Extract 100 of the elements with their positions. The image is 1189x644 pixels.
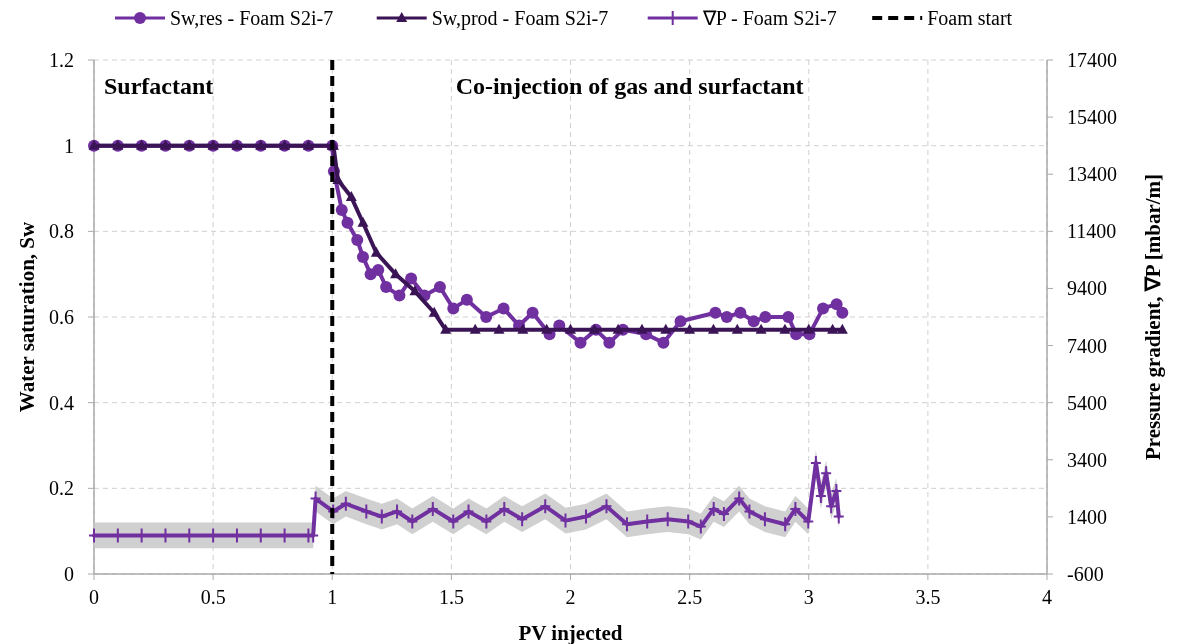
y2-tick-label: 13400 xyxy=(1067,163,1117,186)
point xyxy=(409,285,421,296)
point xyxy=(351,233,364,246)
point xyxy=(375,508,388,525)
point xyxy=(447,302,460,315)
y-tick-label: 0.8 xyxy=(49,220,74,243)
point xyxy=(460,293,473,306)
y-tick-label: 0 xyxy=(64,563,74,585)
point xyxy=(674,315,687,328)
point xyxy=(526,306,539,319)
y-tick-label: 1.2 xyxy=(49,49,74,71)
point xyxy=(707,500,720,517)
point xyxy=(356,251,369,264)
point xyxy=(497,302,510,315)
point xyxy=(517,323,529,334)
point xyxy=(747,315,760,328)
point xyxy=(341,216,354,229)
y2-tick-label: -600 xyxy=(1067,563,1104,585)
point xyxy=(600,498,613,515)
point xyxy=(743,503,756,520)
point xyxy=(620,516,633,533)
point xyxy=(426,500,439,517)
point xyxy=(469,323,481,334)
y2-tick-label: 7400 xyxy=(1067,334,1107,357)
point xyxy=(370,246,382,257)
point xyxy=(357,216,369,227)
point xyxy=(734,306,747,319)
point xyxy=(733,490,746,507)
point xyxy=(603,336,616,349)
point xyxy=(755,323,767,334)
point xyxy=(372,263,385,276)
point xyxy=(612,323,624,334)
point xyxy=(827,323,839,334)
legend-label: ∇P - Foam S2i-7 xyxy=(701,7,837,29)
point xyxy=(758,511,771,528)
point xyxy=(720,311,733,323)
point xyxy=(717,506,730,523)
point xyxy=(836,306,849,319)
x-tick-label: 3 xyxy=(803,586,814,608)
point xyxy=(836,323,848,334)
point xyxy=(574,336,587,349)
point xyxy=(779,323,791,334)
point xyxy=(335,203,348,216)
x-tick-label: 1.5 xyxy=(438,586,464,608)
y-axis-title: Water saturation, Sw xyxy=(15,220,39,413)
point xyxy=(779,516,792,533)
point xyxy=(684,323,696,334)
point xyxy=(694,518,707,535)
point xyxy=(406,513,419,530)
legend-label: Foam start xyxy=(927,7,1013,29)
y-tick-label: 1 xyxy=(64,134,74,157)
y-tick-label: 0.4 xyxy=(49,391,74,414)
point xyxy=(803,323,815,334)
point xyxy=(565,323,576,334)
x-tick-label: 2.5 xyxy=(677,586,703,608)
point xyxy=(516,511,529,528)
x-tick-label: 3.5 xyxy=(915,586,941,608)
point xyxy=(731,323,743,334)
point xyxy=(480,513,493,530)
point xyxy=(802,513,815,530)
x-tick-label: 4 xyxy=(1042,586,1052,608)
point xyxy=(462,503,475,520)
x-axis-title: PV injected xyxy=(518,621,623,644)
point xyxy=(480,311,493,323)
annotation: Co-injection of gas and surfactant xyxy=(455,73,804,99)
point xyxy=(541,323,553,334)
point xyxy=(709,306,722,319)
y2-axis-title: Pressure gradient, ∇P [mbar/m] xyxy=(1141,173,1165,461)
point xyxy=(817,302,830,315)
y2-tick-label: 9400 xyxy=(1067,277,1107,300)
y-tick-label: 0.2 xyxy=(49,477,74,500)
x-tick-label: 0.5 xyxy=(200,586,226,608)
y2-tick-label: 3400 xyxy=(1067,448,1107,471)
y2-tick-label: 15400 xyxy=(1067,106,1117,129)
legend-label: Sw,res - Foam S2i-7 xyxy=(170,7,334,29)
point xyxy=(493,323,505,334)
point xyxy=(782,311,795,323)
point xyxy=(657,336,670,349)
y2-tick-label: 5400 xyxy=(1067,391,1107,414)
y2-tick-label: 1400 xyxy=(1067,505,1107,528)
point xyxy=(789,500,802,517)
point xyxy=(707,323,719,334)
point xyxy=(391,503,404,520)
point xyxy=(636,323,648,334)
y-tick-label: 0.6 xyxy=(49,306,74,328)
point xyxy=(433,281,446,294)
point xyxy=(447,513,460,530)
point xyxy=(360,503,373,520)
point xyxy=(759,311,772,323)
point xyxy=(393,289,406,302)
y2-tick-label: 11400 xyxy=(1067,220,1117,243)
point xyxy=(440,323,452,334)
point xyxy=(339,495,352,512)
x-tick-label: 2 xyxy=(565,586,576,608)
point xyxy=(380,281,393,294)
point xyxy=(579,508,592,525)
x-tick-label: 1 xyxy=(327,586,338,608)
point xyxy=(405,272,418,285)
x-tick-label: 0 xyxy=(89,586,99,608)
annotation: Surfactant xyxy=(104,73,214,99)
